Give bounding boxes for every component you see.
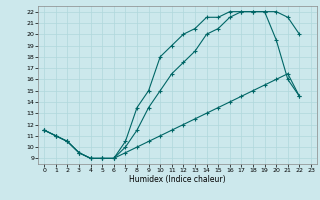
X-axis label: Humidex (Indice chaleur): Humidex (Indice chaleur) [129, 175, 226, 184]
